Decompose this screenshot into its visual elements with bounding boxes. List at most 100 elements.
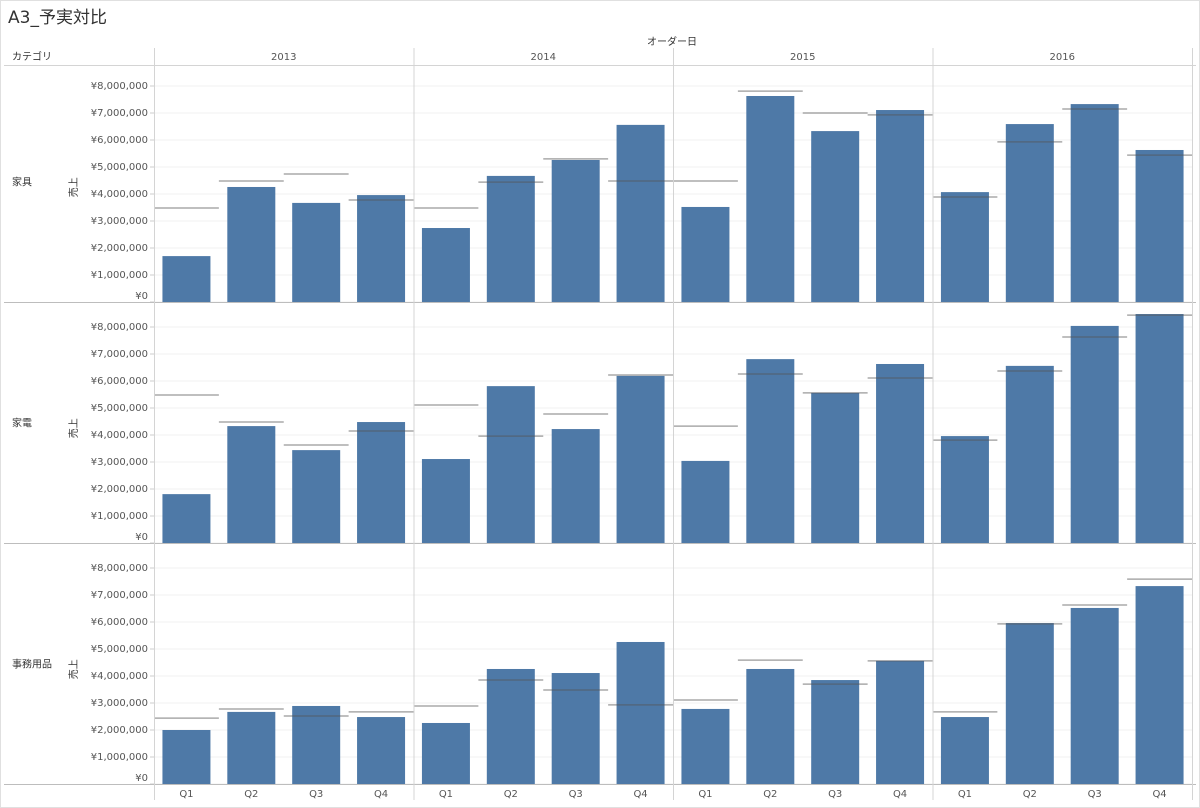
y-tick-label: ¥5,000,000 — [91, 403, 148, 414]
bar — [227, 711, 276, 784]
bar — [551, 159, 600, 302]
bar — [486, 386, 535, 543]
bar — [681, 460, 730, 543]
year-label: 2016 — [1050, 52, 1075, 63]
x-tick-label: Q1 — [958, 789, 972, 800]
bar — [681, 708, 730, 784]
y-tick-label: ¥5,000,000 — [91, 644, 148, 655]
year-label: 2013 — [271, 52, 296, 63]
y-axis-label: 売上 — [67, 659, 80, 679]
bar — [227, 186, 276, 302]
y-tick-label: ¥5,000,000 — [91, 162, 148, 173]
y-tick-label: ¥3,000,000 — [91, 457, 148, 468]
x-tick-label: Q2 — [1023, 789, 1037, 800]
bar — [940, 192, 989, 302]
bar — [811, 131, 860, 302]
bar — [746, 95, 795, 303]
x-tick-label: Q4 — [633, 789, 647, 800]
bar — [681, 206, 730, 302]
bar — [292, 202, 341, 302]
x-tick-label: Q4 — [893, 789, 907, 800]
bar — [357, 195, 406, 302]
y-tick-label: ¥1,000,000 — [91, 752, 148, 763]
x-tick-label: Q1 — [698, 789, 712, 800]
chart-title: A3_予実対比 — [8, 8, 107, 28]
bar — [1135, 586, 1184, 784]
bar — [486, 668, 535, 784]
bar — [1135, 314, 1184, 543]
y-tick-label: ¥8,000,000 — [91, 81, 148, 92]
y-tick-label: ¥3,000,000 — [91, 698, 148, 709]
bar — [1005, 365, 1054, 543]
bar — [940, 436, 989, 543]
bar — [1005, 124, 1054, 302]
bar — [421, 459, 470, 543]
bar — [357, 422, 406, 543]
bar — [421, 722, 470, 784]
row-label: 事務用品 — [12, 657, 52, 670]
bar — [876, 660, 925, 784]
y-tick-label: ¥0 — [135, 291, 148, 302]
bar — [876, 363, 925, 543]
x-tick-label: Q1 — [439, 789, 453, 800]
x-tick-label: Q3 — [1088, 789, 1102, 800]
bar — [940, 717, 989, 784]
bar — [162, 730, 211, 784]
y-tick-label: ¥7,000,000 — [91, 108, 148, 119]
y-tick-label: ¥8,000,000 — [91, 563, 148, 574]
y-tick-label: ¥2,000,000 — [91, 243, 148, 254]
y-tick-label: ¥7,000,000 — [91, 590, 148, 601]
y-axis-label: 売上 — [67, 418, 80, 438]
bar — [1070, 104, 1119, 302]
bar — [421, 228, 470, 302]
x-tick-label: Q2 — [763, 789, 777, 800]
y-tick-label: ¥1,000,000 — [91, 270, 148, 281]
bar — [292, 450, 341, 543]
bar — [811, 392, 860, 543]
y-tick-label: ¥2,000,000 — [91, 725, 148, 736]
y-tick-label: ¥2,000,000 — [91, 484, 148, 495]
bar — [227, 426, 276, 543]
x-tick-label: Q4 — [1152, 789, 1166, 800]
y-tick-label: ¥3,000,000 — [91, 216, 148, 227]
y-tick-label: ¥0 — [135, 532, 148, 543]
y-tick-label: ¥8,000,000 — [91, 322, 148, 333]
bar — [551, 673, 600, 784]
x-tick-label: Q1 — [179, 789, 193, 800]
bar — [1005, 623, 1054, 784]
bar — [162, 494, 211, 543]
y-tick-label: ¥6,000,000 — [91, 135, 148, 146]
bar — [1135, 149, 1184, 302]
y-tick-label: ¥6,000,000 — [91, 376, 148, 387]
bar — [292, 705, 341, 784]
row-label: 家電 — [12, 416, 32, 429]
bar — [486, 175, 535, 302]
bar — [551, 429, 600, 543]
y-tick-label: ¥4,000,000 — [91, 189, 148, 200]
bar — [746, 359, 795, 543]
bar — [616, 124, 665, 302]
row-label: 家具 — [12, 175, 32, 188]
x-tick-label: Q3 — [309, 789, 323, 800]
x-tick-label: Q2 — [244, 789, 258, 800]
bar — [1070, 607, 1119, 784]
bar — [1070, 325, 1119, 543]
y-tick-label: ¥4,000,000 — [91, 430, 148, 441]
y-tick-label: ¥0 — [135, 773, 148, 784]
bar — [162, 256, 211, 302]
bar — [616, 641, 665, 784]
bar — [811, 680, 860, 784]
year-label: 2014 — [531, 52, 556, 63]
x-tick-label: Q3 — [828, 789, 842, 800]
column-header: オーダー日 — [647, 35, 697, 48]
bar — [876, 110, 925, 302]
y-tick-label: ¥1,000,000 — [91, 511, 148, 522]
bar — [746, 668, 795, 784]
bar — [357, 717, 406, 784]
x-tick-label: Q2 — [504, 789, 518, 800]
y-tick-label: ¥4,000,000 — [91, 671, 148, 682]
x-tick-label: Q3 — [569, 789, 583, 800]
